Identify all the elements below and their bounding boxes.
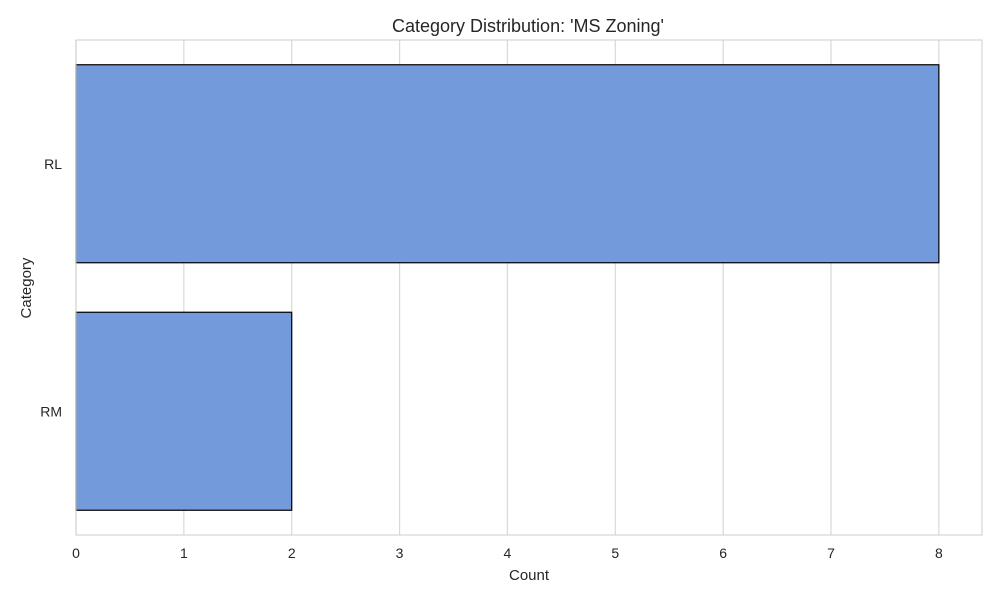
x-axis-label: Count [509, 567, 550, 584]
y-axis-label: Category [18, 257, 35, 318]
x-tick-label: 6 [719, 545, 727, 561]
bars [75, 64, 940, 511]
x-tick-label: 1 [180, 545, 188, 561]
x-tick-label: 3 [396, 545, 404, 561]
x-tick-label: 5 [611, 545, 619, 561]
x-tick-label: 8 [935, 545, 943, 561]
chart-title: Category Distribution: 'MS Zoning' [392, 16, 664, 36]
x-tick-label: 4 [504, 545, 512, 561]
x-tick-label: 7 [827, 545, 835, 561]
x-tick-label: 2 [288, 545, 296, 561]
bar-rl [75, 64, 940, 264]
plot-frame [75, 39, 983, 536]
x-tick-labels: 0 1 2 3 4 5 6 7 8 [72, 545, 943, 561]
bar-rm [75, 311, 293, 511]
y-tick-label: RL [44, 156, 62, 172]
y-tick-labels: RL RM [40, 156, 62, 420]
y-tick-label: RM [40, 403, 62, 419]
x-tick-label: 0 [72, 545, 80, 561]
